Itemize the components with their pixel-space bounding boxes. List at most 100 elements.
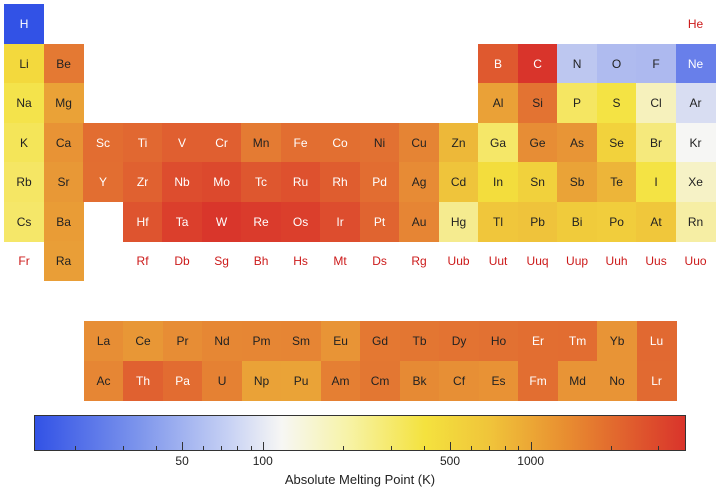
element-cell-np: Np xyxy=(241,360,282,401)
element-cell-f: F xyxy=(636,43,677,84)
element-cell-fm: Fm xyxy=(518,360,559,401)
element-cell-am: Am xyxy=(320,360,361,401)
element-cell-po: Po xyxy=(596,201,637,242)
element-cell-db: Db xyxy=(174,254,190,269)
element-cell-th: Th xyxy=(123,360,164,401)
element-cell-lu: Lu xyxy=(636,321,677,362)
element-cell-zn: Zn xyxy=(438,122,479,163)
element-cell-n: N xyxy=(557,43,598,84)
element-cell-uuq: Uuq xyxy=(526,254,549,269)
element-cell-gd: Gd xyxy=(360,321,401,362)
element-cell-hf: Hf xyxy=(122,201,163,242)
element-cell-ds: Ds xyxy=(372,254,387,269)
element-cell-k: K xyxy=(4,122,45,163)
element-cell-la: La xyxy=(83,321,124,362)
colorbar-tick-label: 50 xyxy=(175,454,189,468)
element-cell-p: P xyxy=(557,83,598,124)
element-cell-nb: Nb xyxy=(162,162,203,203)
element-cell-rg: Rg xyxy=(411,254,427,269)
element-cell-md: Md xyxy=(557,360,598,401)
element-cell-fr: Fr xyxy=(18,254,30,269)
element-cell-bh: Bh xyxy=(253,254,269,269)
element-cell-v: V xyxy=(162,122,203,163)
element-cell-no: No xyxy=(597,360,638,401)
element-cell-yb: Yb xyxy=(597,321,638,362)
element-cell-cm: Cm xyxy=(360,360,401,401)
element-cell-al: Al xyxy=(478,83,519,124)
element-cell-es: Es xyxy=(478,360,519,401)
element-cell-pt: Pt xyxy=(359,201,400,242)
element-cell-uub: Uub xyxy=(447,254,470,269)
element-cell-ir: Ir xyxy=(320,201,361,242)
element-cell-uuo: Uuo xyxy=(684,254,707,269)
element-cell-co: Co xyxy=(320,122,361,163)
element-cell-sc: Sc xyxy=(83,122,124,163)
element-cell-as: As xyxy=(557,122,598,163)
element-cell-ge: Ge xyxy=(517,122,558,163)
element-cell-ac: Ac xyxy=(83,360,124,401)
element-cell-pa: Pa xyxy=(162,360,203,401)
element-cell-os: Os xyxy=(280,201,321,242)
element-cell-pm: Pm xyxy=(241,321,282,362)
element-cell-na: Na xyxy=(4,83,45,124)
element-cell-tm: Tm xyxy=(557,321,598,362)
element-cell-pu: Pu xyxy=(281,360,322,401)
element-cell-bi: Bi xyxy=(557,201,598,242)
element-cell-te: Te xyxy=(596,162,637,203)
element-cell-er: Er xyxy=(518,321,559,362)
element-cell-pd: Pd xyxy=(359,162,400,203)
element-cell-at: At xyxy=(636,201,677,242)
element-cell-b: B xyxy=(478,43,519,84)
element-cell-rh: Rh xyxy=(320,162,361,203)
element-cell-ne: Ne xyxy=(675,43,716,84)
element-cell-ar: Ar xyxy=(675,83,716,124)
element-cell-bk: Bk xyxy=(399,360,440,401)
element-cell-mn: Mn xyxy=(241,122,282,163)
element-cell-uus: Uus xyxy=(645,254,667,269)
element-cell-rb: Rb xyxy=(4,162,45,203)
element-cell-ce: Ce xyxy=(123,321,164,362)
element-cell-ag: Ag xyxy=(399,162,440,203)
element-cell-cs: Cs xyxy=(4,201,45,242)
element-cell-w: W xyxy=(201,201,242,242)
element-cell-zr: Zr xyxy=(122,162,163,203)
element-cell-u: U xyxy=(202,360,243,401)
element-cell-y: Y xyxy=(83,162,124,203)
element-cell-hg: Hg xyxy=(438,201,479,242)
periodic-table-heatmap: H He Li Be B C N O F Ne Na Mg Al Si P S Cl Ar K Ca Sc Ti V Cr Mn… xyxy=(4,4,716,401)
colorbar-tick-label: 500 xyxy=(440,454,461,468)
element-cell-au: Au xyxy=(399,201,440,242)
colorbar xyxy=(34,415,686,451)
element-cell-xe: Xe xyxy=(675,162,716,203)
element-cell-in: In xyxy=(478,162,519,203)
element-cell-rf: Rf xyxy=(136,254,149,269)
element-cell-cr: Cr xyxy=(201,122,242,163)
element-cell-s: S xyxy=(596,83,637,124)
element-cell-pr: Pr xyxy=(162,321,203,362)
element-cell-uup: Uup xyxy=(566,254,589,269)
element-cell-li: Li xyxy=(4,43,45,84)
element-cell-tc: Tc xyxy=(241,162,282,203)
element-cell-sn: Sn xyxy=(517,162,558,203)
element-cell-tb: Tb xyxy=(399,321,440,362)
colorbar-tick-label: 1000 xyxy=(517,454,545,468)
element-cell-ra: Ra xyxy=(43,241,84,282)
element-cell-ni: Ni xyxy=(359,122,400,163)
element-cell-ga: Ga xyxy=(478,122,519,163)
element-cell-h: H xyxy=(4,4,45,45)
element-cell-mt: Mt xyxy=(333,254,347,269)
element-cell-br: Br xyxy=(636,122,677,163)
element-cell-eu: Eu xyxy=(320,321,361,362)
element-cell-mg: Mg xyxy=(43,83,84,124)
element-cell-tl: Tl xyxy=(478,201,519,242)
element-cell-he: He xyxy=(687,17,704,32)
element-cell-uut: Uut xyxy=(488,254,508,269)
element-cell-pb: Pb xyxy=(517,201,558,242)
element-cell-kr: Kr xyxy=(675,122,716,163)
element-cell-ru: Ru xyxy=(280,162,321,203)
element-cell-ho: Ho xyxy=(478,321,519,362)
element-cell-sr: Sr xyxy=(43,162,84,203)
element-cell-ba: Ba xyxy=(43,201,84,242)
element-cell-i: I xyxy=(636,162,677,203)
element-cell-ca: Ca xyxy=(43,122,84,163)
